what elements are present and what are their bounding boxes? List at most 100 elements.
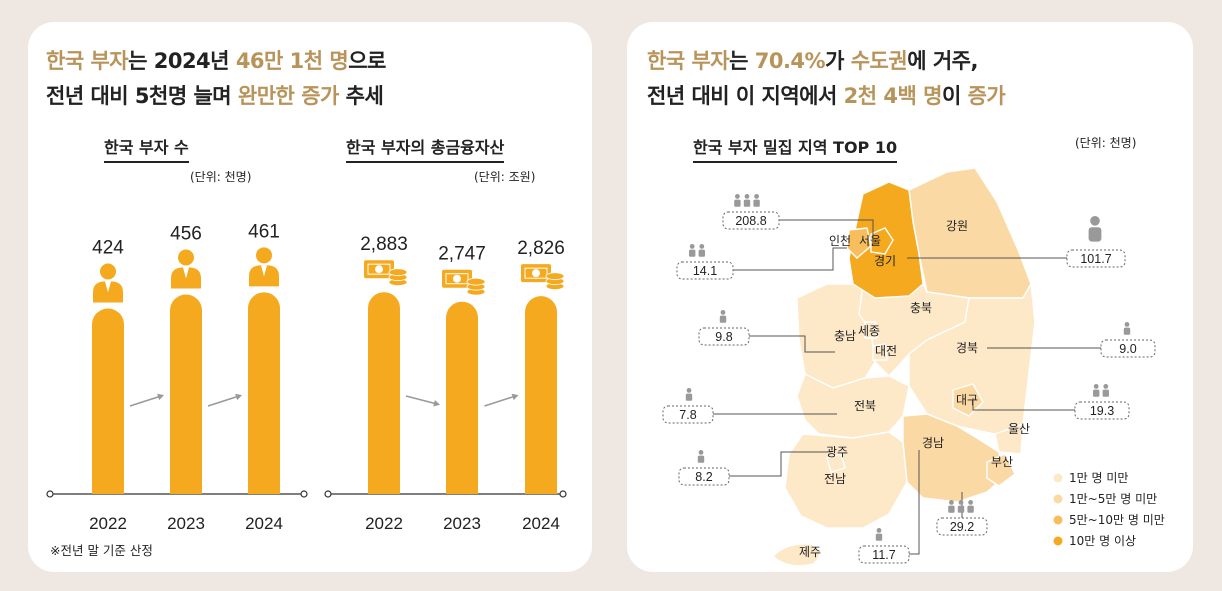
legend-swatch	[1053, 536, 1063, 546]
person-body	[1123, 327, 1131, 335]
person-head	[958, 500, 964, 505]
headline-line-1: 한국 부자는 70.4%가 수도권에 거주,	[647, 44, 978, 79]
person-head	[178, 249, 194, 266]
coin	[466, 277, 486, 286]
region-jeonnam	[784, 431, 908, 529]
person-head	[949, 500, 954, 505]
headline-segment: 완만한 증가	[237, 84, 339, 108]
person-body	[967, 505, 974, 513]
person-icon	[948, 500, 955, 513]
value-box	[698, 327, 750, 346]
data-label: 14.1	[693, 264, 717, 278]
unit-label: (단위: 천명)	[190, 170, 252, 184]
person-body	[1088, 227, 1102, 242]
person-icon	[249, 247, 279, 287]
person-head	[1093, 384, 1099, 389]
region-label: 강원	[946, 219, 968, 233]
region-label: 전남	[824, 472, 846, 486]
person-head	[100, 263, 116, 280]
person-icon	[753, 194, 760, 207]
data-label: 7.8	[679, 408, 696, 422]
trend-arrow	[207, 395, 240, 407]
region-map-card: 한국 부자는 70.4%가 수도권에 거주, 전년 대비 이 지역에서 2천 4…	[627, 22, 1193, 572]
person-icon	[689, 244, 696, 257]
bar	[92, 308, 124, 494]
person-head	[735, 194, 740, 199]
headline-line-2: 전년 대비 5천명 늘며 완만한 증가 추세	[46, 79, 384, 114]
footnote: ※전년 말 기준 산정	[50, 543, 153, 558]
region-jeonbuk	[796, 373, 910, 439]
region-label: 울산	[1008, 422, 1030, 436]
headline-segment: 70.4%	[754, 49, 826, 73]
headline-segment: 이	[941, 84, 968, 108]
value-box	[936, 517, 988, 536]
change-label: -4.7%	[409, 375, 438, 387]
change-label: +1.0%	[209, 375, 241, 387]
legend-label: 10만 명 이상	[1069, 534, 1136, 548]
data-label: 2,747	[438, 244, 486, 265]
person-head	[686, 388, 692, 393]
person-icon	[698, 244, 705, 257]
person-collar	[183, 267, 189, 279]
person-icon	[685, 388, 693, 401]
data-label: 29.2	[950, 520, 974, 534]
legend-label: 1만 명 미만	[1069, 471, 1128, 485]
person-head	[720, 310, 726, 315]
person-icon	[93, 263, 123, 303]
axis-end-dot	[324, 490, 332, 498]
person-icon	[1102, 384, 1109, 397]
person-body	[753, 199, 760, 207]
region-label: 전북	[854, 399, 876, 413]
data-label: 19.3	[1090, 404, 1114, 418]
legend-swatch	[1053, 515, 1063, 525]
person-icon	[957, 500, 965, 513]
headline-segment: 전년 대비 이 지역에서	[647, 84, 844, 108]
coin	[545, 272, 565, 281]
data-label: 424	[92, 238, 124, 259]
trend-arrow-head	[433, 399, 440, 407]
bar	[446, 301, 478, 494]
headline-line-2: 전년 대비 이 지역에서 2천 4백 명이 증가	[647, 79, 1006, 114]
data-label: 8.2	[695, 470, 712, 484]
region-label: 충남	[834, 329, 856, 343]
person-body	[743, 199, 751, 207]
won-coin	[453, 274, 461, 283]
person-head	[689, 244, 695, 249]
person-head	[744, 194, 750, 199]
region-ulsan	[994, 422, 1024, 455]
person-body	[719, 315, 727, 323]
unit-label: (단위: 조원)	[474, 170, 536, 184]
person-head	[754, 194, 759, 199]
person-collar	[105, 281, 111, 293]
region-label: 경남	[922, 436, 944, 450]
region-sejong	[864, 321, 878, 339]
money-icon	[442, 269, 486, 296]
chart-title-top10: 한국 부자 밀집 지역 TOP 10	[693, 134, 898, 163]
money-icon	[521, 264, 565, 291]
axis-end-dot	[300, 490, 308, 498]
region-label: 경기	[874, 254, 896, 268]
leader-line	[733, 247, 847, 271]
value-box	[676, 261, 734, 280]
leader-line	[749, 335, 835, 353]
region-label: 경북	[956, 341, 978, 355]
person-icon	[875, 528, 883, 541]
person-body	[689, 249, 696, 257]
person-collar	[261, 265, 267, 277]
leader-line	[909, 450, 920, 555]
person-head	[1103, 384, 1109, 389]
bar	[525, 296, 557, 494]
headline-segment: 2천 4백 명	[843, 84, 943, 108]
person-body	[875, 533, 883, 541]
axis-end-dot	[46, 490, 54, 498]
person-body	[1102, 389, 1109, 397]
change-label: +2.9%	[486, 375, 518, 387]
headline-segment: 한국 부자	[647, 49, 730, 73]
person-head	[1090, 216, 1100, 226]
value-box	[1066, 249, 1126, 268]
person-head	[699, 244, 705, 249]
region-label: 대구	[956, 393, 978, 407]
value-box	[858, 545, 910, 564]
person-icon	[697, 450, 705, 463]
